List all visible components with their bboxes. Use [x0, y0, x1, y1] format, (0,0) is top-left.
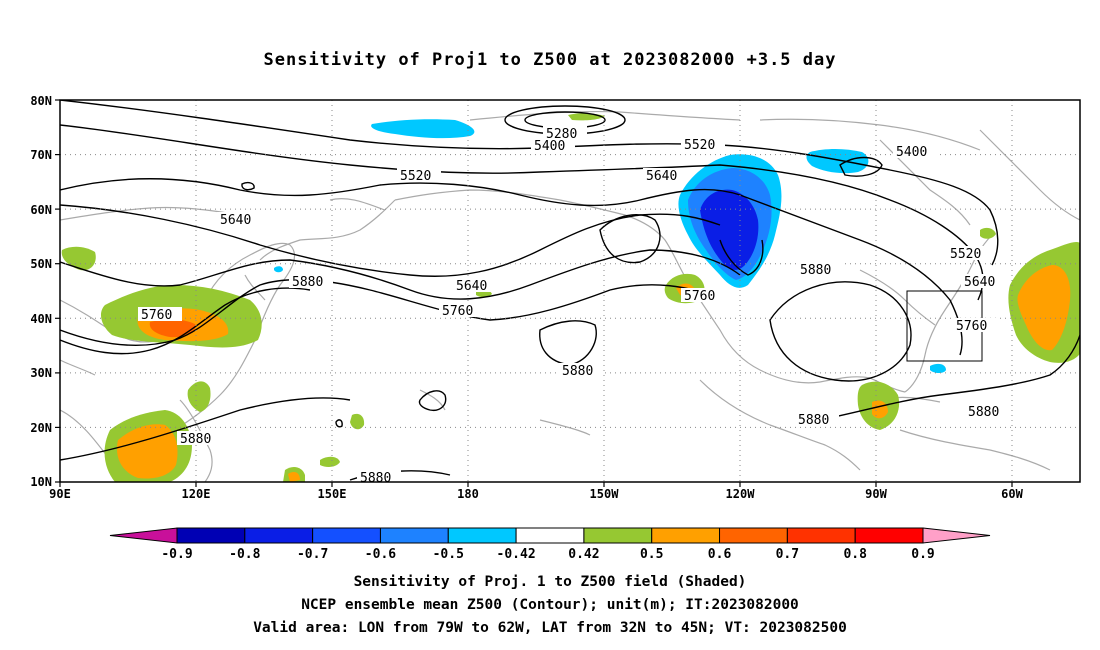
colorbar-label: 0.7 — [776, 547, 799, 562]
longitude-labels: 90E 120E 150E 180 150W 120W 90W 60W — [49, 487, 1023, 501]
colorbar-label: -0.6 — [365, 547, 396, 562]
colorbar-arrow-low — [109, 527, 178, 544]
positive-sensitivity-shading — [61, 113, 1080, 482]
colorbar-swatch — [854, 527, 924, 544]
contour-label: 5880 — [562, 364, 593, 379]
lat-label: 10N — [30, 475, 52, 489]
contour-label: 5640 — [456, 279, 487, 294]
lon-label: 150E — [318, 487, 347, 501]
colorbar-label: 0.5 — [640, 547, 663, 562]
lat-label: 60N — [30, 203, 52, 217]
z500-contours — [60, 100, 1080, 481]
negative-sensitivity-shading — [274, 119, 946, 373]
colorbar-label: -0.42 — [497, 547, 536, 562]
colorbar-label: 0.42 — [568, 547, 599, 562]
lat-label: 30N — [30, 366, 52, 380]
lon-label: 90W — [865, 487, 887, 501]
colorbar-label: 0.9 — [911, 547, 934, 562]
lat-label: 50N — [30, 257, 52, 271]
lat-label: 40N — [30, 312, 52, 326]
lon-label: 150W — [590, 487, 620, 501]
contour-label: 5880 — [360, 471, 391, 486]
contour-label: 5400 — [534, 139, 565, 154]
colorbar-swatch — [786, 527, 856, 544]
colorbar-label: -0.5 — [433, 547, 464, 562]
colorbar-swatch — [447, 527, 517, 544]
lon-label: 180 — [457, 487, 479, 501]
axis-ticks — [55, 99, 1013, 487]
lon-label: 60W — [1001, 487, 1023, 501]
colorbar-label: -0.7 — [297, 547, 328, 562]
contour-label: 5520 — [400, 169, 431, 184]
colorbar-swatch — [515, 527, 585, 544]
colorbar-label: -0.8 — [229, 547, 260, 562]
lat-label: 80N — [30, 94, 52, 108]
contour-label: 5880 — [180, 432, 211, 447]
lon-label: 120E — [182, 487, 211, 501]
colorbar-swatch — [583, 527, 653, 544]
contour-label: 5760 — [442, 304, 473, 319]
chart-title: Sensitivity of Proj1 to Z500 at 20230820… — [263, 50, 837, 70]
lat-label: 20N — [30, 421, 52, 435]
colorbar-swatch — [176, 527, 246, 544]
colorbar-swatch — [244, 527, 314, 544]
lon-label: 90E — [49, 487, 71, 501]
contour-label: 5640 — [646, 169, 677, 184]
contour-label: 5520 — [950, 247, 981, 262]
colorbar-swatch — [379, 527, 449, 544]
contour-label: 5640 — [964, 275, 995, 290]
map-frame — [59, 99, 1081, 483]
colorbar-swatch — [312, 527, 381, 544]
latitude-labels: 80N 70N 60N 50N 40N 30N 20N 10N — [30, 94, 52, 489]
lon-label: 120W — [726, 487, 756, 501]
caption-shading: Sensitivity of Proj. 1 to Z500 field (Sh… — [353, 574, 747, 590]
contour-label: 5880 — [800, 263, 831, 278]
caption-contour: NCEP ensemble mean Z500 (Contour); unit(… — [301, 597, 799, 613]
colorbar-label: 0.8 — [843, 547, 867, 562]
colorbar-label: 0.6 — [708, 547, 732, 562]
colorbar-labels: -0.9 -0.8 -0.7 -0.6 -0.5 -0.42 0.42 0.5 0.6 0.7 0.… — [161, 547, 934, 562]
colorbar-label: -0.9 — [161, 547, 192, 562]
contour-labels: 5280 5400 5520 5520 5400 5640 5520 5640 … — [138, 126, 1009, 486]
contour-label: 5880 — [798, 413, 829, 428]
colorbar-arrow-high — [922, 527, 991, 544]
colorbar-swatch — [719, 527, 788, 544]
contour-label: 5760 — [684, 289, 715, 304]
contour-label: 5760 — [141, 308, 172, 323]
contour-label: 5880 — [292, 275, 323, 290]
contour-label: 5760 — [956, 319, 987, 334]
colorbar-swatch — [651, 527, 721, 544]
colorbar — [109, 527, 991, 544]
lat-label: 70N — [30, 148, 52, 162]
contour-label: 5520 — [684, 138, 715, 153]
contour-label: 5400 — [896, 145, 927, 160]
contour-label: 5880 — [968, 405, 999, 420]
contour-label: 5640 — [220, 213, 251, 228]
caption-valid-area: Valid area: LON from 79W to 62W, LAT fro… — [253, 620, 847, 636]
